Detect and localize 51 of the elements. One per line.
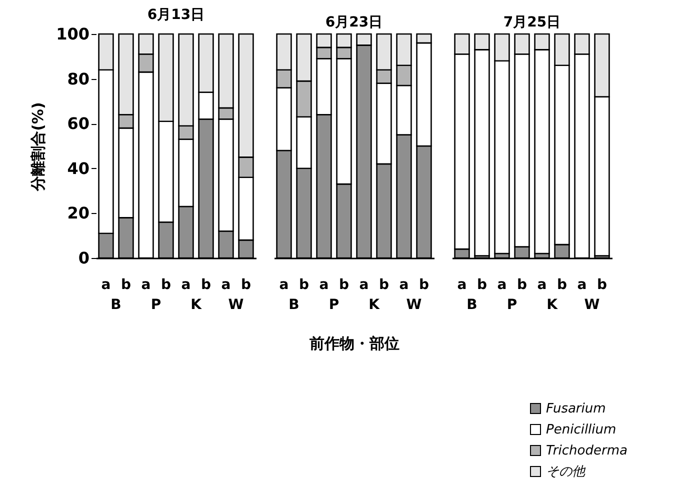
text: K [368,297,381,313]
y-axis-title: 分離割合(%) [29,102,48,192]
x-tick-label: a [279,277,289,293]
x-tick-label: a [101,277,111,293]
x-axis-title: 前作物・部位 [308,334,400,352]
text: B [466,297,478,313]
chart-title: 6月23日 [325,14,383,30]
x-tick-label: b [516,277,528,293]
x-tick-label: b [200,277,212,293]
text: P [328,297,340,313]
legend-label: Fusarium [546,402,606,416]
text: K [546,297,559,313]
x-tick-label: b [120,277,132,293]
legend-label: Penicillium [546,422,616,438]
text: W [584,297,600,313]
legend-label: Trichoderma [546,444,628,458]
y-tick-label: 60 [67,114,90,134]
text: P [150,297,162,313]
x-tick-label: b [378,277,390,293]
x-tick-label: b [298,277,310,293]
y-tick-label: 40 [67,158,90,178]
x-tick-label: a [181,277,191,293]
x-tick-label: b [160,277,172,293]
y-tick-label: 100 [56,24,90,44]
x-tick-label: a [141,277,151,293]
x-tick-label: a [359,277,369,293]
x-tick-label: a [221,277,231,293]
x-tick-label: b [338,277,350,293]
x-tick-label: b [556,277,568,293]
text: P [506,297,518,313]
y-tick-label: 20 [67,204,90,223]
x-tick-label: b [240,277,252,293]
x-tick-label: a [457,277,467,293]
x-tick-label: a [537,277,547,293]
text: K [190,297,203,313]
legend-label: その他 [546,464,586,480]
chart-title: 6月13日 [147,7,205,23]
x-tick-label: a [319,277,329,293]
chart-title: 7月25日 [503,14,561,30]
text: B [110,297,122,313]
x-tick-label: a [497,277,507,293]
text: B [288,297,300,313]
text: W [406,297,422,313]
x-tick-label: a [399,277,409,293]
x-tick-label: b [418,277,430,293]
y-tick-label: 0 [78,248,90,268]
y-tick-label: 80 [67,69,90,88]
x-tick-label: b [476,277,488,293]
text: W [228,297,244,313]
x-tick-label: a [577,277,587,293]
x-tick-label: b [596,277,608,293]
